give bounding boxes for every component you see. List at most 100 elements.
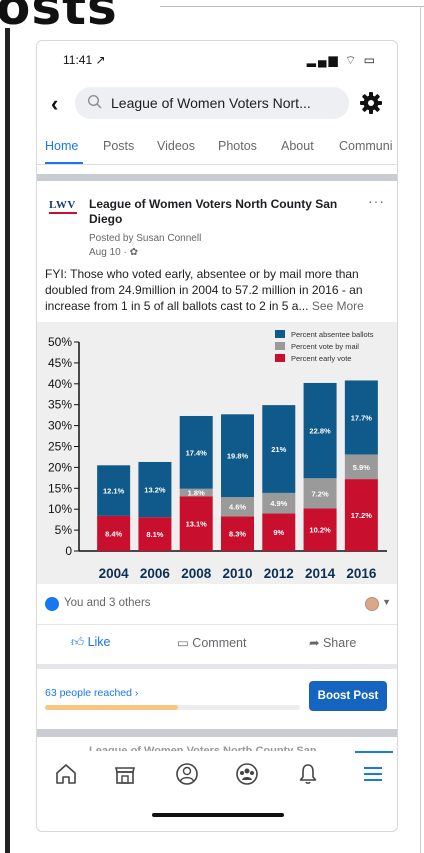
like-button[interactable]: 👍︎ Like bbox=[71, 635, 111, 650]
tab-community[interactable]: Communi bbox=[339, 139, 393, 153]
bar-segment bbox=[262, 492, 296, 514]
y-tick-label: 45% bbox=[48, 356, 72, 370]
page-logo[interactable]: LWV bbox=[49, 199, 77, 214]
data-label: 19.8% bbox=[227, 452, 249, 461]
data-label: 4.9% bbox=[270, 499, 287, 508]
comment-button[interactable]: ▭ Comment bbox=[177, 635, 246, 650]
like-reaction-icon bbox=[45, 597, 59, 611]
x-tick-label: 2014 bbox=[305, 566, 336, 581]
like-label: Like bbox=[87, 635, 111, 649]
chevron-down-icon[interactable]: ▼ bbox=[382, 597, 391, 607]
section-separator-3 bbox=[37, 729, 397, 737]
legend-swatch bbox=[275, 342, 285, 350]
share-icon: ➦ bbox=[309, 636, 320, 650]
data-label: 17.4% bbox=[186, 448, 208, 457]
post-text: FYI: Those who voted early, absentee or … bbox=[45, 266, 393, 314]
tab-videos[interactable]: Videos bbox=[157, 139, 195, 153]
bar-segment bbox=[303, 478, 337, 509]
right-divider bbox=[420, 6, 421, 853]
data-label: 8.3% bbox=[229, 530, 246, 539]
tab-photos[interactable]: Photos bbox=[218, 139, 257, 153]
bar-segment bbox=[97, 515, 131, 551]
data-label: 7.2% bbox=[312, 489, 329, 498]
data-label: 13.1% bbox=[186, 520, 208, 529]
avatar[interactable] bbox=[365, 597, 379, 611]
reactions-row[interactable]: You and 3 others ▼ bbox=[45, 596, 391, 614]
section-separator-2 bbox=[37, 664, 397, 669]
bar-segment bbox=[138, 461, 172, 518]
more-options-icon[interactable]: ··· bbox=[368, 193, 385, 209]
bar-segment bbox=[303, 382, 337, 479]
data-label: 17.7% bbox=[351, 413, 373, 422]
top-nav: ‹ League of Women Voters Nort... bbox=[37, 87, 397, 123]
data-label: 8.1% bbox=[146, 530, 163, 539]
share-button[interactable]: ➦ Share bbox=[309, 635, 356, 650]
menu-icon[interactable] bbox=[360, 761, 386, 787]
reach-progress-fill bbox=[45, 705, 178, 710]
settings-small-icon: ✿ bbox=[129, 247, 138, 258]
chart-image[interactable]: 0 5% 10% 15% 20% 25% 30% 35% 40% 45% 50% 8.4% 12.1% 2… bbox=[37, 322, 397, 584]
thumbs-up-icon: 👍︎ bbox=[71, 635, 85, 649]
phone-screen: 11:41 ↗ ▂▄▆ ⌔ ▭ ‹ League of Women Voters… bbox=[36, 40, 398, 832]
see-more-link[interactable]: See More bbox=[311, 299, 364, 313]
y-tick-label: 20% bbox=[48, 460, 72, 474]
status-bar: 11:41 ↗ ▂▄▆ ⌔ ▭ bbox=[37, 41, 397, 81]
bar-segment bbox=[344, 479, 378, 551]
people-reached-link[interactable]: 63 people reached › bbox=[45, 687, 139, 699]
data-label: 12.1% bbox=[103, 487, 125, 496]
section-separator bbox=[37, 174, 397, 181]
profile-icon[interactable] bbox=[174, 761, 200, 787]
y-tick-label: 0 bbox=[65, 544, 72, 558]
bottom-nav bbox=[37, 751, 397, 801]
data-label: 22.8% bbox=[309, 427, 331, 436]
y-tick-label: 25% bbox=[48, 440, 72, 454]
page-tabs: Home Posts Videos Photos About Communi bbox=[37, 131, 397, 165]
x-tick-label: 2016 bbox=[346, 566, 377, 581]
bar-segment bbox=[344, 380, 378, 455]
posted-by: Posted by Susan Connell bbox=[89, 233, 202, 244]
status-icons: ▂▄▆ ⌔ ▭ bbox=[306, 53, 377, 67]
y-tick-label: 50% bbox=[48, 335, 72, 349]
search-bar[interactable]: League of Women Voters Nort... bbox=[75, 87, 349, 119]
bar-segment bbox=[179, 488, 213, 497]
reaction-count[interactable]: You and 3 others bbox=[64, 597, 151, 609]
legend-swatch bbox=[275, 330, 285, 338]
y-tick-label: 5% bbox=[55, 523, 73, 537]
stacked-bar-chart: 0 5% 10% 15% 20% 25% 30% 35% 40% 45% 50% 8.4% 12.1% 2… bbox=[48, 330, 387, 581]
legend-label: Percent absentee ballots bbox=[291, 330, 374, 339]
page-heading: osts bbox=[0, 0, 118, 36]
back-chevron-icon[interactable]: ‹ bbox=[51, 91, 59, 116]
y-tick-label: 30% bbox=[48, 419, 72, 433]
comment-icon: ▭ bbox=[177, 636, 189, 650]
bell-icon[interactable] bbox=[295, 761, 321, 787]
bar-segment bbox=[179, 496, 213, 551]
tab-about[interactable]: About bbox=[281, 139, 314, 153]
page-name-link[interactable]: League of Women Voters North County San … bbox=[89, 197, 338, 226]
post-actions: 👍︎ Like ▭ Comment ➦ Share bbox=[37, 624, 397, 658]
marketplace-icon[interactable] bbox=[112, 761, 138, 787]
search-icon bbox=[87, 94, 102, 109]
home-indicator bbox=[152, 813, 284, 817]
next-post-peek: League of Women Voters North County San bbox=[89, 745, 317, 751]
data-label: 8.4% bbox=[105, 529, 122, 538]
gear-icon[interactable] bbox=[359, 91, 383, 115]
post-body: FYI: Those who voted early, absentee or … bbox=[45, 267, 363, 313]
data-label: 9% bbox=[273, 528, 284, 537]
tab-posts[interactable]: Posts bbox=[103, 139, 135, 153]
tab-home[interactable]: Home bbox=[45, 139, 79, 153]
x-tick-label: 2006 bbox=[140, 566, 171, 581]
bar-segment bbox=[179, 415, 213, 489]
y-tick-label: 15% bbox=[48, 481, 72, 495]
bar-segment bbox=[221, 497, 254, 517]
bar-segment bbox=[138, 517, 172, 551]
home-icon[interactable] bbox=[53, 761, 79, 787]
bar-segment bbox=[221, 516, 254, 551]
top-divider bbox=[160, 6, 424, 7]
boost-post-button[interactable]: Boost Post bbox=[309, 681, 387, 711]
groups-icon[interactable] bbox=[234, 761, 260, 787]
y-tick-label: 10% bbox=[48, 502, 72, 516]
data-label: 1.8% bbox=[188, 488, 205, 497]
legend-label: Percent vote by mail bbox=[291, 342, 359, 351]
data-label: 17.2% bbox=[351, 511, 373, 520]
bar-segment bbox=[221, 414, 254, 498]
